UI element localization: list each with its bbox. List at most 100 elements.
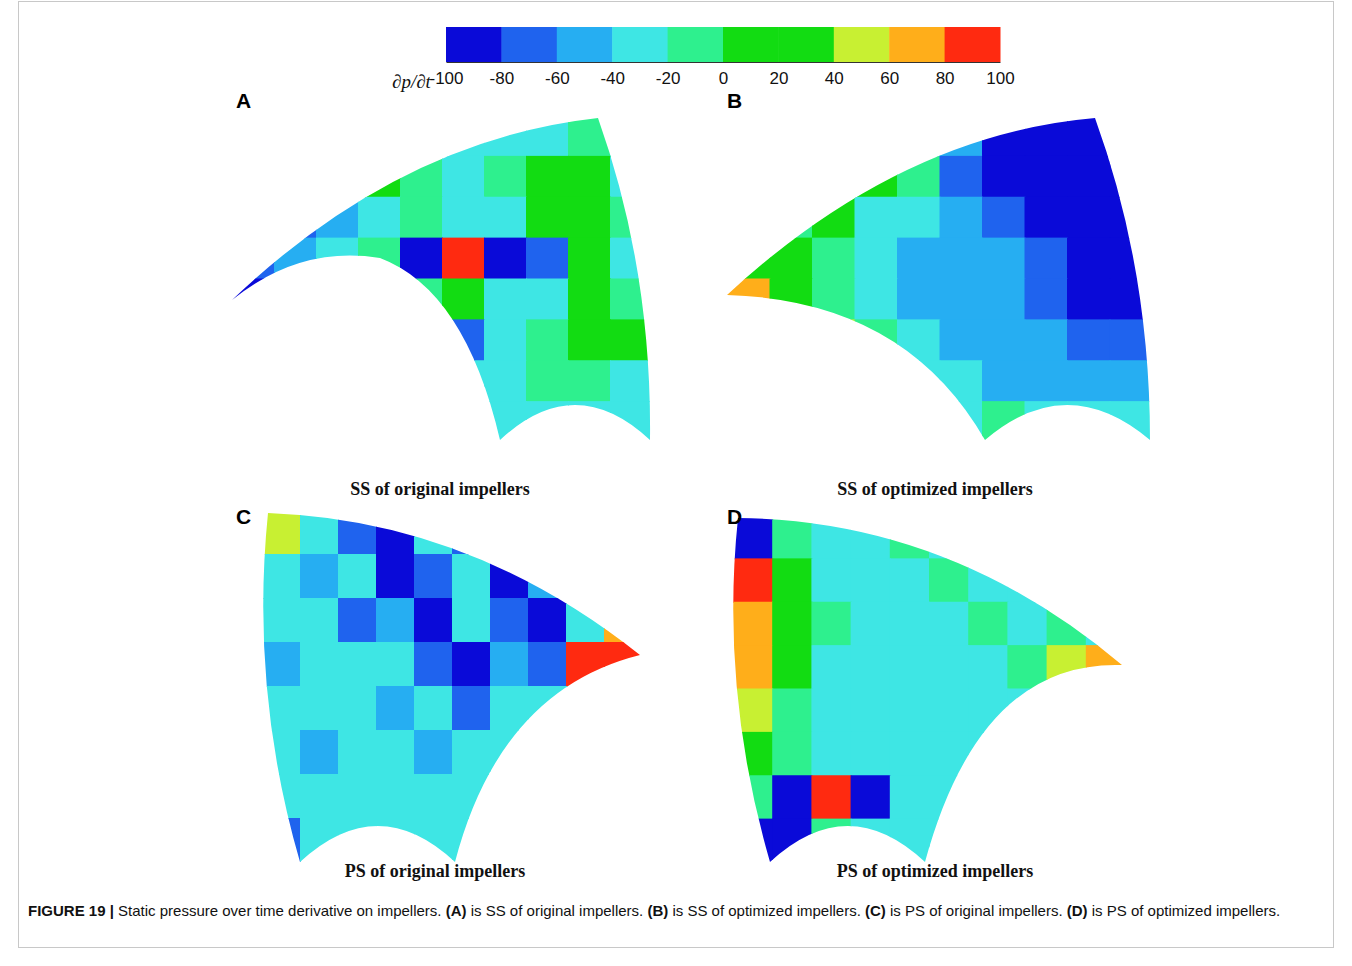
heat-cell: [566, 598, 605, 643]
tick-label: 0: [719, 69, 728, 88]
heat-cell: [338, 510, 377, 555]
heat-cell: [300, 554, 339, 599]
heat-cell: [526, 197, 569, 239]
heat-cell: [400, 156, 443, 198]
color-band: [668, 27, 724, 62]
heat-cell: [300, 642, 339, 687]
heat-cell: [338, 642, 377, 687]
panel-title: PS of original impellers: [345, 861, 525, 881]
heat-cell: [316, 279, 359, 321]
heat-cell: [982, 360, 1026, 402]
tick: -80: [490, 62, 515, 88]
heat-cell: [358, 401, 401, 443]
heat-cell: [452, 510, 491, 555]
heat-cell: [1047, 558, 1087, 602]
heat-cell: [1086, 775, 1126, 819]
heat-cell: [770, 360, 814, 402]
heat-cell: [1047, 732, 1087, 776]
panel-letter: C: [236, 505, 251, 528]
heat-cell: [890, 819, 930, 863]
heat-cell: [400, 238, 443, 280]
tick: -100: [429, 62, 463, 88]
heat-cell: [610, 115, 653, 157]
heat-cell: [490, 686, 529, 731]
heat-cell: [940, 360, 984, 402]
panel-letter: A: [236, 89, 251, 112]
heat-cell: [982, 279, 1026, 321]
heat-cell: [274, 156, 317, 198]
heat-cell: [566, 686, 605, 731]
heat-cell: [1086, 602, 1126, 646]
heat-cell: [400, 360, 443, 402]
heat-cell: [452, 642, 491, 687]
heat-cell: [855, 360, 899, 402]
heat-cell: [376, 686, 415, 731]
heat-cell: [811, 689, 851, 733]
color-band: [723, 27, 779, 62]
heat-cell: [727, 238, 771, 280]
heat-cell: [274, 319, 317, 361]
heat-cell: [855, 115, 899, 157]
heat-cell: [770, 156, 814, 198]
heat-cell: [442, 319, 485, 361]
heat-cell: [358, 238, 401, 280]
heat-cell: [1007, 775, 1047, 819]
tick: 20: [769, 62, 788, 88]
heat-cell: [811, 558, 851, 602]
heat-cell: [770, 401, 814, 443]
heat-cell: [400, 401, 443, 443]
heat-cell: [452, 554, 491, 599]
heat-cell: [940, 238, 984, 280]
heat-cell: [526, 360, 569, 402]
color-band: [612, 27, 668, 62]
heat-cell: [442, 115, 485, 157]
color-band: [557, 27, 613, 62]
tick: -60: [545, 62, 570, 88]
panel-title: PS of optimized impellers: [837, 861, 1033, 881]
heat-cell: [968, 602, 1008, 646]
heat-cell: [274, 401, 317, 443]
heat-cell: [566, 818, 605, 863]
heat-cell: [604, 730, 643, 775]
heat-cell: [1086, 819, 1126, 863]
heat-cell: [851, 602, 891, 646]
heat-cell: [855, 238, 899, 280]
heat-cell: [897, 279, 941, 321]
heat-cell: [890, 645, 930, 689]
caption-text: is PS of optimized impellers.: [1088, 902, 1281, 919]
heat-cell: [414, 642, 453, 687]
heat-cell: [968, 689, 1008, 733]
heat-cell: [1007, 689, 1047, 733]
heatmap-panel: [262, 510, 643, 863]
heat-cell: [890, 689, 930, 733]
heat-cell: [929, 775, 969, 819]
heat-cell: [727, 197, 771, 239]
heat-cell: [968, 775, 1008, 819]
heat-cell: [300, 730, 339, 775]
heat-cell: [358, 319, 401, 361]
heat-cell: [727, 360, 771, 402]
heat-cell: [262, 598, 301, 643]
caption-text: is SS of optimized impellers.: [668, 902, 865, 919]
heat-cell: [855, 319, 899, 361]
heat-cell: [1007, 732, 1047, 776]
heat-cell: [968, 645, 1008, 689]
color-band: [945, 27, 1001, 62]
heat-cell: [526, 156, 569, 198]
heat-cell: [528, 510, 567, 555]
heat-cell: [1086, 515, 1126, 559]
heat-cell: [232, 360, 275, 402]
heat-cell: [890, 775, 930, 819]
heat-cell: [232, 156, 275, 198]
heat-cell: [811, 775, 851, 819]
heat-cell: [484, 401, 527, 443]
heat-cell: [812, 156, 856, 198]
heat-cell: [897, 319, 941, 361]
heat-cell: [851, 732, 891, 776]
heat-cell: [1025, 401, 1069, 443]
heat-cell: [566, 642, 605, 687]
heat-cell: [358, 197, 401, 239]
heat-cell: [770, 197, 814, 239]
heat-cell: [727, 401, 771, 443]
heat-cell: [851, 775, 891, 819]
